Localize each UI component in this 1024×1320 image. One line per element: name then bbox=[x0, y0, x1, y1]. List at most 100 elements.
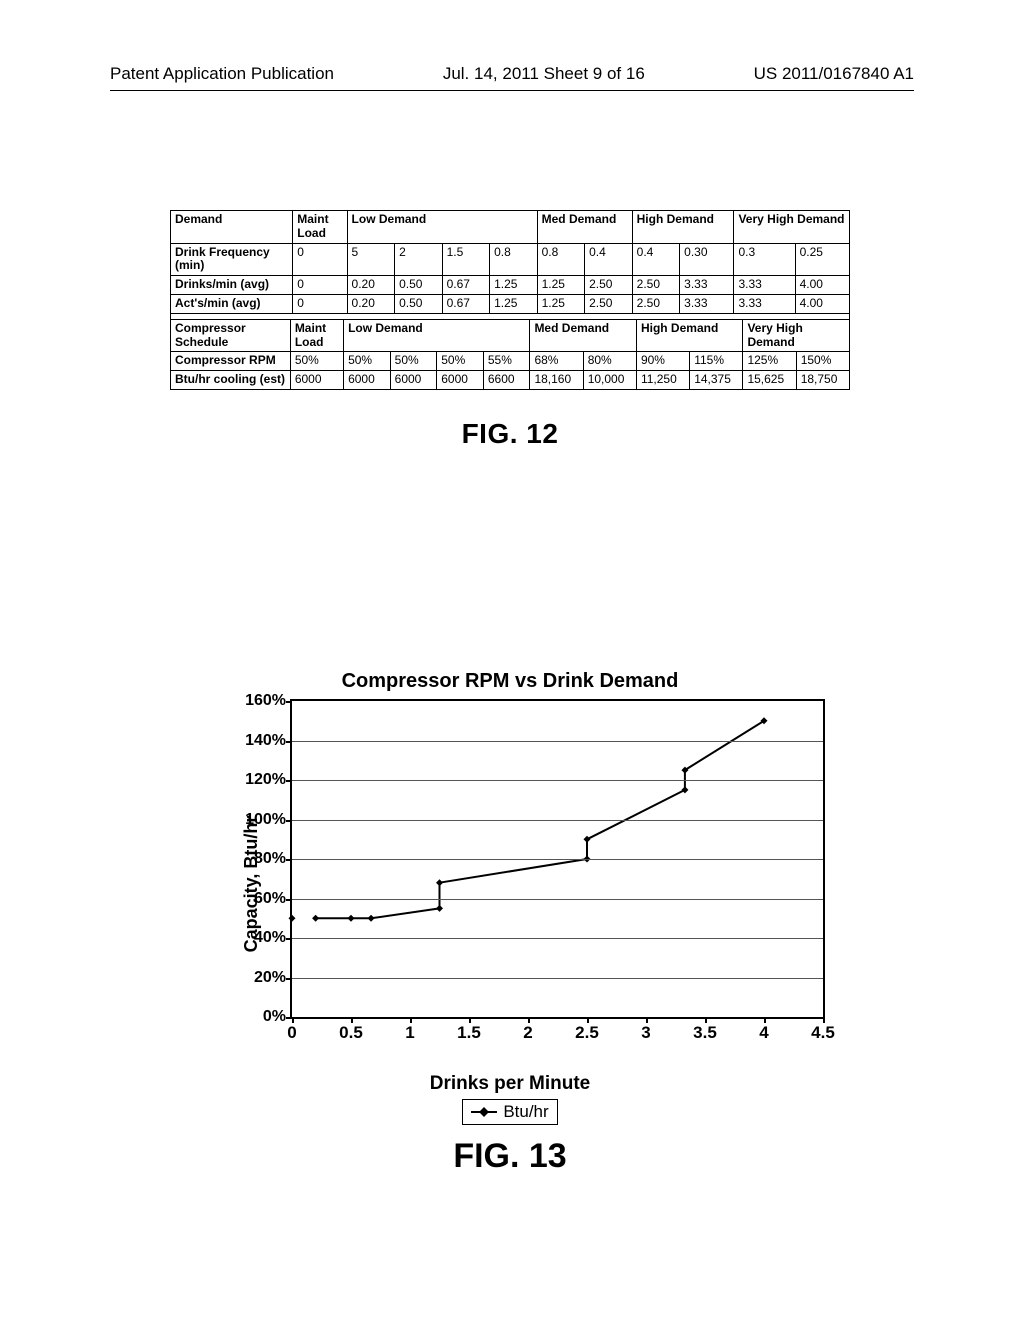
table-header: Low Demand bbox=[344, 319, 530, 352]
compressor-schedule-table: Compressor ScheduleMaint LoadLow DemandM… bbox=[170, 319, 850, 390]
table-cell: 6000 bbox=[290, 371, 343, 390]
header-center: Jul. 14, 2011 Sheet 9 of 16 bbox=[443, 64, 645, 84]
x-tick-label: 1 bbox=[405, 1017, 414, 1043]
y-tick-label: 20% bbox=[254, 969, 292, 987]
table-cell: 50% bbox=[290, 352, 343, 371]
y-tick-label: 100% bbox=[245, 811, 292, 829]
legend-marker-icon bbox=[471, 1111, 497, 1113]
legend-label: Btu/hr bbox=[503, 1102, 548, 1122]
header-right: US 2011/0167840 A1 bbox=[754, 64, 914, 84]
table-cell: 0.20 bbox=[347, 294, 395, 313]
table-cell: 6000 bbox=[344, 371, 391, 390]
table-cell: 2.50 bbox=[632, 294, 680, 313]
demand-table: DemandMaint LoadLow DemandMed DemandHigh… bbox=[170, 210, 850, 314]
table-cell: 0.4 bbox=[585, 243, 633, 276]
table-cell: 50% bbox=[390, 352, 437, 371]
table-cell: 14,375 bbox=[690, 371, 743, 390]
figure-12-label: FIG. 12 bbox=[170, 418, 850, 450]
table-cell: 0.8 bbox=[537, 243, 585, 276]
table-header: Demand bbox=[171, 211, 293, 244]
table-cell: 0.3 bbox=[734, 243, 795, 276]
table-cell: 150% bbox=[796, 352, 849, 371]
table-cell: 5 bbox=[347, 243, 395, 276]
table-cell: 1.25 bbox=[537, 294, 585, 313]
x-tick-label: 4 bbox=[759, 1017, 768, 1043]
x-tick-label: 3 bbox=[641, 1017, 650, 1043]
row-label: Compressor RPM bbox=[171, 352, 291, 371]
data-marker bbox=[681, 786, 688, 793]
figure-13-label: FIG. 13 bbox=[195, 1137, 825, 1176]
row-label: Drink Frequency (min) bbox=[171, 243, 293, 276]
data-marker bbox=[348, 915, 355, 922]
table-cell: 2.50 bbox=[585, 294, 633, 313]
gridline bbox=[292, 820, 823, 821]
table-cell: 2.50 bbox=[632, 276, 680, 295]
row-label: Act's/min (avg) bbox=[171, 294, 293, 313]
data-marker bbox=[436, 905, 443, 912]
table-cell: 0.25 bbox=[795, 243, 849, 276]
plot-region: 0%20%40%60%80%100%120%140%160%00.511.522… bbox=[290, 699, 825, 1019]
header-left: Patent Application Publication bbox=[110, 64, 334, 84]
x-axis-label: Drinks per Minute bbox=[195, 1073, 825, 1095]
data-marker bbox=[289, 915, 296, 922]
table-cell: 1.5 bbox=[442, 243, 490, 276]
legend: Btu/hr bbox=[462, 1099, 557, 1125]
gridline bbox=[292, 780, 823, 781]
table-cell: 0.8 bbox=[490, 243, 538, 276]
table-cell: 6000 bbox=[390, 371, 437, 390]
table-cell: 1.25 bbox=[537, 276, 585, 295]
data-marker bbox=[584, 836, 591, 843]
table-cell: 3.33 bbox=[680, 276, 734, 295]
table-cell: 0.67 bbox=[442, 294, 490, 313]
tables-container: DemandMaint LoadLow DemandMed DemandHigh… bbox=[170, 210, 850, 450]
chart-container: Compressor RPM vs Drink Demand Capacity,… bbox=[195, 670, 825, 1176]
table-cell: 1.25 bbox=[490, 276, 538, 295]
table-cell: 0.67 bbox=[442, 276, 490, 295]
table-header: Maint Load bbox=[290, 319, 343, 352]
table-header: Med Demand bbox=[530, 319, 637, 352]
x-tick-label: 2 bbox=[523, 1017, 532, 1043]
table-cell: 125% bbox=[743, 352, 796, 371]
y-tick-label: 140% bbox=[245, 732, 292, 750]
table-cell: 6600 bbox=[483, 371, 530, 390]
table-cell: 18,750 bbox=[796, 371, 849, 390]
table-cell: 10,000 bbox=[583, 371, 636, 390]
table-header: Very High Demand bbox=[734, 211, 850, 244]
table-cell: 0.20 bbox=[347, 276, 395, 295]
x-tick-label: 0 bbox=[287, 1017, 296, 1043]
y-tick-label: 160% bbox=[245, 692, 292, 710]
y-tick-label: 40% bbox=[254, 929, 292, 947]
table-cell: 3.33 bbox=[734, 294, 795, 313]
table-cell: 18,160 bbox=[530, 371, 583, 390]
y-tick-label: 120% bbox=[245, 771, 292, 789]
gridline bbox=[292, 938, 823, 939]
chart-area: Capacity, Btu/hr 0%20%40%60%80%100%120%1… bbox=[195, 699, 825, 1069]
table-header: Med Demand bbox=[537, 211, 632, 244]
x-tick-label: 0.5 bbox=[339, 1017, 363, 1043]
table-cell: 90% bbox=[636, 352, 689, 371]
table-cell: 1.25 bbox=[490, 294, 538, 313]
x-tick-label: 2.5 bbox=[575, 1017, 599, 1043]
table-header: Compressor Schedule bbox=[171, 319, 291, 352]
table-header: Very High Demand bbox=[743, 319, 850, 352]
header-rule bbox=[110, 90, 914, 91]
table-cell: 4.00 bbox=[795, 294, 849, 313]
y-tick-label: 80% bbox=[254, 850, 292, 868]
data-marker bbox=[312, 915, 319, 922]
gridline bbox=[292, 741, 823, 742]
table-header: Low Demand bbox=[347, 211, 537, 244]
table-cell: 3.33 bbox=[680, 294, 734, 313]
data-marker bbox=[368, 915, 375, 922]
page-header: Patent Application Publication Jul. 14, … bbox=[110, 64, 914, 84]
table-cell: 55% bbox=[483, 352, 530, 371]
table-cell: 0.4 bbox=[632, 243, 680, 276]
table-cell: 115% bbox=[690, 352, 743, 371]
x-tick-label: 1.5 bbox=[457, 1017, 481, 1043]
y-tick-label: 60% bbox=[254, 890, 292, 908]
x-tick-label: 3.5 bbox=[693, 1017, 717, 1043]
gridline bbox=[292, 859, 823, 860]
x-tick-label: 4.5 bbox=[811, 1017, 835, 1043]
table-header: High Demand bbox=[632, 211, 734, 244]
page: Patent Application Publication Jul. 14, … bbox=[0, 0, 1024, 1320]
table-cell: 2 bbox=[395, 243, 443, 276]
